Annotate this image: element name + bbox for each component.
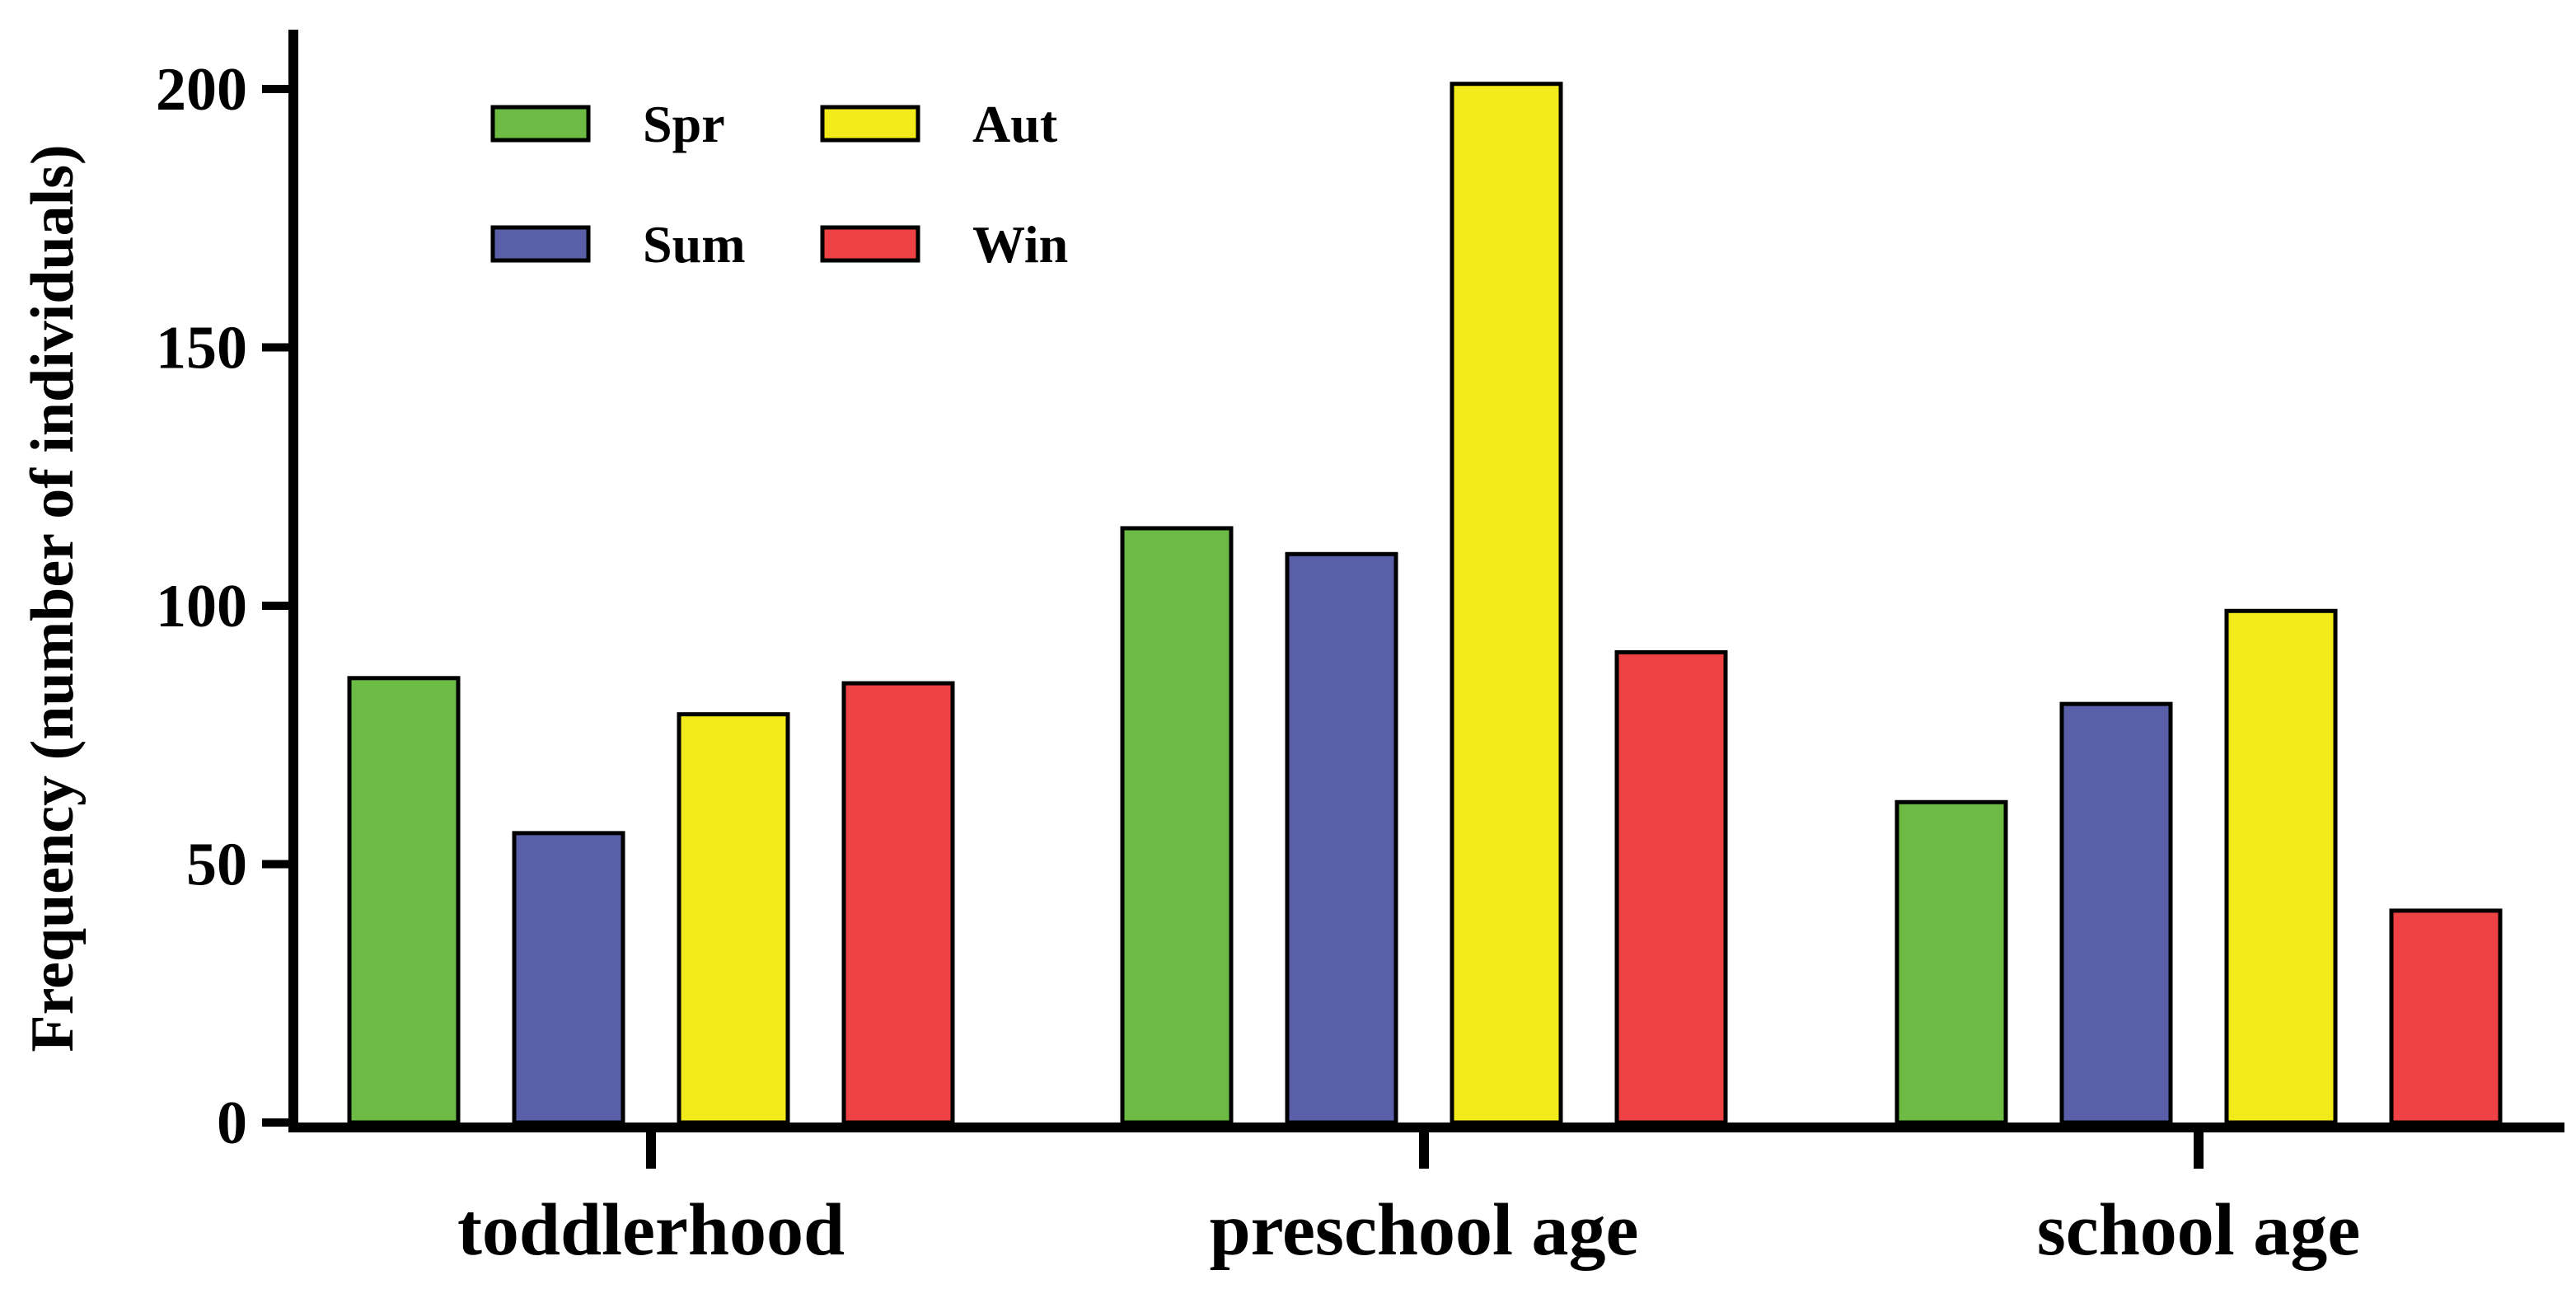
bars-group (347, 82, 2503, 1125)
legend-swatch (820, 105, 920, 143)
bar-win-preschool-age (1614, 649, 1728, 1125)
bar-aut-school-age (2224, 608, 2338, 1125)
bar-spr-toddlerhood (347, 676, 461, 1125)
y-tick-label: 200 (156, 56, 247, 124)
legend: Spr Aut Sum Win (490, 95, 1068, 274)
y-tick-label: 0 (217, 1090, 247, 1157)
bar-sum-school-age (2059, 701, 2173, 1125)
bar-aut-preschool-age (1450, 82, 1563, 1125)
y-tick-label: 50 (186, 832, 247, 899)
legend-item-win: Win (820, 215, 1068, 274)
x-tick-label: toddlerhood (457, 1189, 845, 1271)
legend-swatch (490, 225, 591, 263)
axes-group (288, 30, 2564, 1132)
bar-aut-toddlerhood (677, 712, 790, 1125)
legend-label: Win (972, 215, 1068, 274)
bar-sum-toddlerhood (512, 831, 625, 1125)
x-tick-label: preschool age (1210, 1189, 1639, 1271)
x-ticks-group: toddlerhood preschool age school age (457, 1127, 2360, 1271)
y-tick-label: 150 (156, 315, 247, 382)
legend-item-spr: Spr (490, 95, 725, 153)
legend-swatch (820, 225, 920, 263)
legend-label: Sum (643, 215, 746, 274)
bar-sum-preschool-age (1285, 551, 1398, 1125)
legend-label: Spr (643, 95, 725, 153)
bar-spr-school-age (1895, 799, 2008, 1125)
x-tick-label: school age (2037, 1189, 2360, 1271)
y-tick-label: 100 (156, 573, 247, 640)
bar-win-toddlerhood (841, 681, 955, 1125)
y-ticks-group: 0 50 100 150 200 (156, 56, 293, 1157)
legend-item-aut: Aut (820, 95, 1058, 153)
legend-swatch (490, 105, 591, 143)
legend-item-sum: Sum (490, 215, 746, 274)
bar-spr-preschool-age (1120, 526, 1234, 1125)
legend-label: Aut (972, 95, 1058, 153)
bar-win-school-age (2389, 908, 2503, 1125)
y-axis-label: Frequency (number of individuals) (19, 144, 87, 1052)
